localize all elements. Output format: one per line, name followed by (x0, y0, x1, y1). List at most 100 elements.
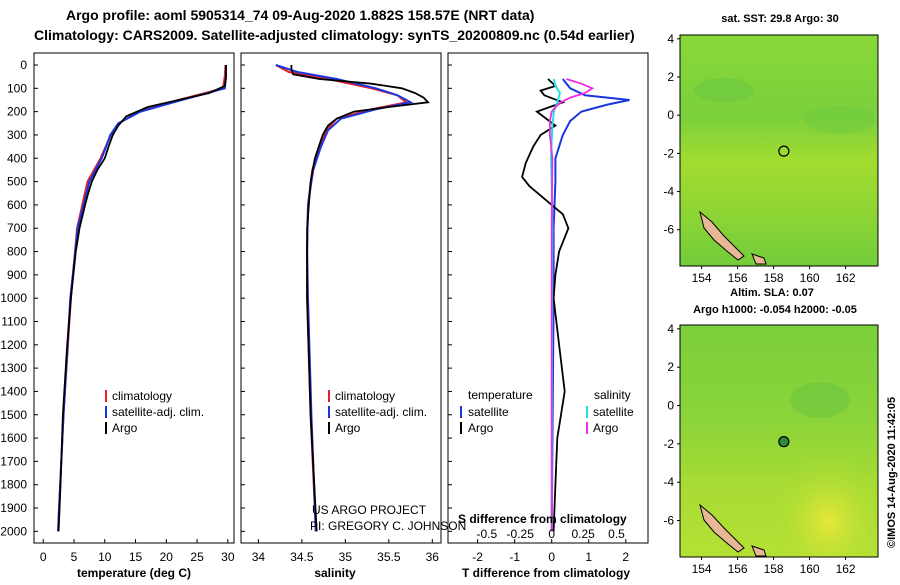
x-tick-label: 25 (190, 550, 204, 564)
sst-map: sat. SST: 29.8 Argo: 30 154 156 158 160 162 4… (663, 13, 879, 285)
argo-location-marker (778, 145, 790, 157)
depth-tick-label: 200 (7, 105, 27, 119)
x-tick-label: 1 (585, 550, 592, 564)
lon-tick-label: 156 (728, 562, 748, 576)
sst-map-axes: 154 156 158 160 162 4 2 0 -2 -4 -6 (663, 32, 856, 285)
salinity-legend: climatology satellite-adj. clim. Argo US… (310, 389, 466, 533)
difference-panel-frame (447, 52, 649, 544)
depth-tick-label: 1800 (0, 478, 27, 492)
s-diff-tick-label: 0.5 (608, 527, 625, 541)
depth-tick-label: 700 (7, 221, 27, 235)
lon-tick-label: 162 (836, 562, 856, 576)
lat-tick-label: 0 (667, 399, 674, 413)
s-diff-tick-label: -0.25 (507, 527, 535, 541)
island-land (699, 503, 745, 553)
lon-tick-label: 162 (836, 271, 856, 285)
lat-tick-label: 4 (667, 32, 674, 46)
series-line-t-satellite (550, 78, 630, 532)
lon-tick-label: 158 (764, 562, 784, 576)
sla-map-title-1: Altim. SLA: 0.07 (730, 287, 814, 299)
difference-plot: -2 -1 0 1 2 -0.5 -0.25 0 0.25 0.5 (472, 78, 630, 564)
lat-tick-label: 0 (667, 108, 674, 122)
imos-watermark: ©IMOS 14-Aug-2020 11:42:05 (886, 397, 898, 548)
s-diff-tick-label: -0.5 (477, 527, 498, 541)
lat-tick-label: -6 (663, 223, 674, 237)
header-line-2: Climatology: CARS2009. Satellite-adjuste… (34, 27, 635, 43)
salinity-panel-frame (240, 52, 442, 544)
argo-location-marker (778, 436, 790, 448)
depth-axis: 0 100 200 300 400 500 600 700 800 900 1000 1100 1200… (0, 58, 452, 538)
island-land (751, 545, 767, 557)
lat-tick-label: -4 (663, 185, 674, 199)
x-tick-label: 34.5 (290, 550, 314, 564)
temperature-axis-label: temperature (deg C) (77, 566, 191, 580)
sst-cool-patch (805, 106, 875, 134)
legend-argo: Argo (335, 421, 361, 435)
sst-map-title: sat. SST: 29.8 Argo: 30 (721, 13, 839, 25)
depth-tick-label: 1400 (0, 384, 27, 398)
depth-tick-label: 400 (7, 151, 27, 165)
depth-tick-label: 1900 (0, 501, 27, 515)
legend-salinity-title: salinity (594, 388, 631, 402)
island-land (699, 210, 745, 261)
x-tick-label: 10 (98, 550, 112, 564)
legend-climatology: climatology (335, 389, 395, 403)
depth-tick-label: 1200 (0, 338, 27, 352)
legend-s-satellite: satellite (593, 405, 634, 419)
sla-map-axes: 154 156 158 160 162 4 2 0 -2 -4 -6 (663, 322, 856, 576)
sla-map-frame (679, 324, 879, 558)
depth-tick-label: 300 (7, 128, 27, 142)
lon-tick-label: 154 (692, 562, 712, 576)
header-line-1: Argo profile: aoml 5905314_74 09-Aug-202… (66, 7, 534, 23)
lon-tick-label: 160 (800, 562, 820, 576)
lat-tick-label: -4 (663, 475, 674, 489)
t-difference-axis-label: T difference from climatology (462, 566, 630, 580)
series-line-satellite-adj-clim- (275, 64, 414, 532)
temperature-panel-frame (33, 52, 235, 544)
lon-tick-label: 158 (764, 271, 784, 285)
s-diff-tick-label: 0 (548, 527, 555, 541)
lat-tick-label: 4 (667, 322, 674, 336)
depth-tick-label: 100 (7, 81, 27, 95)
x-tick-label: -1 (509, 550, 520, 564)
temperature-plot: 0 5 10 15 20 25 30 (40, 64, 235, 564)
project-note: US ARGO PROJECT (312, 503, 427, 517)
island-land (751, 253, 767, 265)
legend-s-argo: Argo (593, 421, 619, 435)
depth-tick-label: 1000 (0, 291, 27, 305)
salinity-axis-label: salinity (314, 566, 356, 580)
legend-satellite: satellite-adj. clim. (112, 405, 204, 419)
sst-map-frame (679, 34, 879, 267)
legend-t-argo: Argo (468, 421, 494, 435)
series-line-argo (290, 65, 430, 532)
legend-climatology: climatology (112, 389, 172, 403)
legend-temperature-title: temperature (468, 388, 533, 402)
series-line-satellite-adj-clim- (57, 65, 227, 532)
lon-tick-label: 160 (800, 271, 820, 285)
s-diff-tick-label: 0.25 (572, 527, 596, 541)
depth-tick-label: 1500 (0, 408, 27, 422)
sla-low-patch (790, 382, 850, 418)
x-tick-label: 2 (622, 550, 629, 564)
x-tick-label: 34 (252, 550, 266, 564)
pi-note: PI: GREGORY C. JOHNSON (310, 519, 466, 533)
x-tick-label: 30 (221, 550, 235, 564)
sla-map: Altim. SLA: 0.07 Argo h1000: -0.054 h200… (663, 287, 879, 576)
depth-tick-label: 600 (7, 198, 27, 212)
depth-tick-label: 0 (20, 58, 27, 72)
depth-tick-label: 1600 (0, 431, 27, 445)
lon-tick-label: 156 (728, 271, 748, 285)
x-tick-label: 15 (129, 550, 143, 564)
x-tick-label: 36 (426, 550, 440, 564)
salinity-plot: 34 34.5 35 35.5 36 (252, 64, 440, 564)
difference-legend: temperature salinity satellite Argo sate… (460, 388, 634, 435)
temperature-legend: climatology satellite-adj. clim. Argo (105, 389, 204, 435)
sla-map-title-2: Argo h1000: -0.054 h2000: -0.05 (693, 304, 857, 316)
series-line-climatology (57, 64, 227, 532)
lat-tick-label: 2 (667, 70, 674, 84)
depth-tick-label: 1100 (1, 314, 27, 328)
x-tick-label: -2 (472, 550, 483, 564)
lon-tick-label: 154 (692, 271, 712, 285)
s-difference-axis-label: S difference from climatology (458, 512, 627, 526)
lat-tick-label: -6 (663, 514, 674, 528)
